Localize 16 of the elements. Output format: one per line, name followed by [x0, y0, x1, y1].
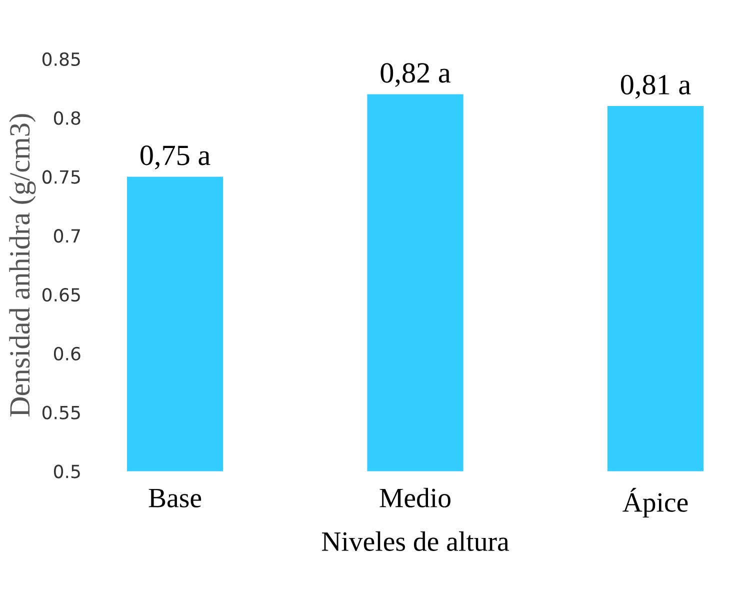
y-tick-label: 0.6: [54, 346, 80, 361]
x-tick-label: Medio: [380, 488, 450, 508]
data-label: 0,81 a: [620, 74, 691, 99]
y-tick-label: 0.5: [54, 464, 80, 478]
y-tick-label: 0.8: [54, 111, 80, 125]
x-axis-title: Niveles de altura: [322, 531, 509, 551]
y-axis-title: Densidad anhidra (g/cm3): [9, 114, 36, 416]
data-label: 0,75 a: [140, 146, 210, 170]
y-tick-label: 0.75: [42, 170, 80, 184]
y-tick-label: 0.7: [54, 229, 80, 243]
y-tick-label: 0.55: [42, 406, 80, 420]
x-tick-label: Base: [148, 488, 202, 508]
y-tick-label: 0.65: [42, 288, 80, 302]
data-label: 0,82 a: [380, 63, 450, 87]
x-tick-label: Ápice: [622, 488, 688, 518]
y-tick-label: 0.85: [42, 52, 80, 66]
